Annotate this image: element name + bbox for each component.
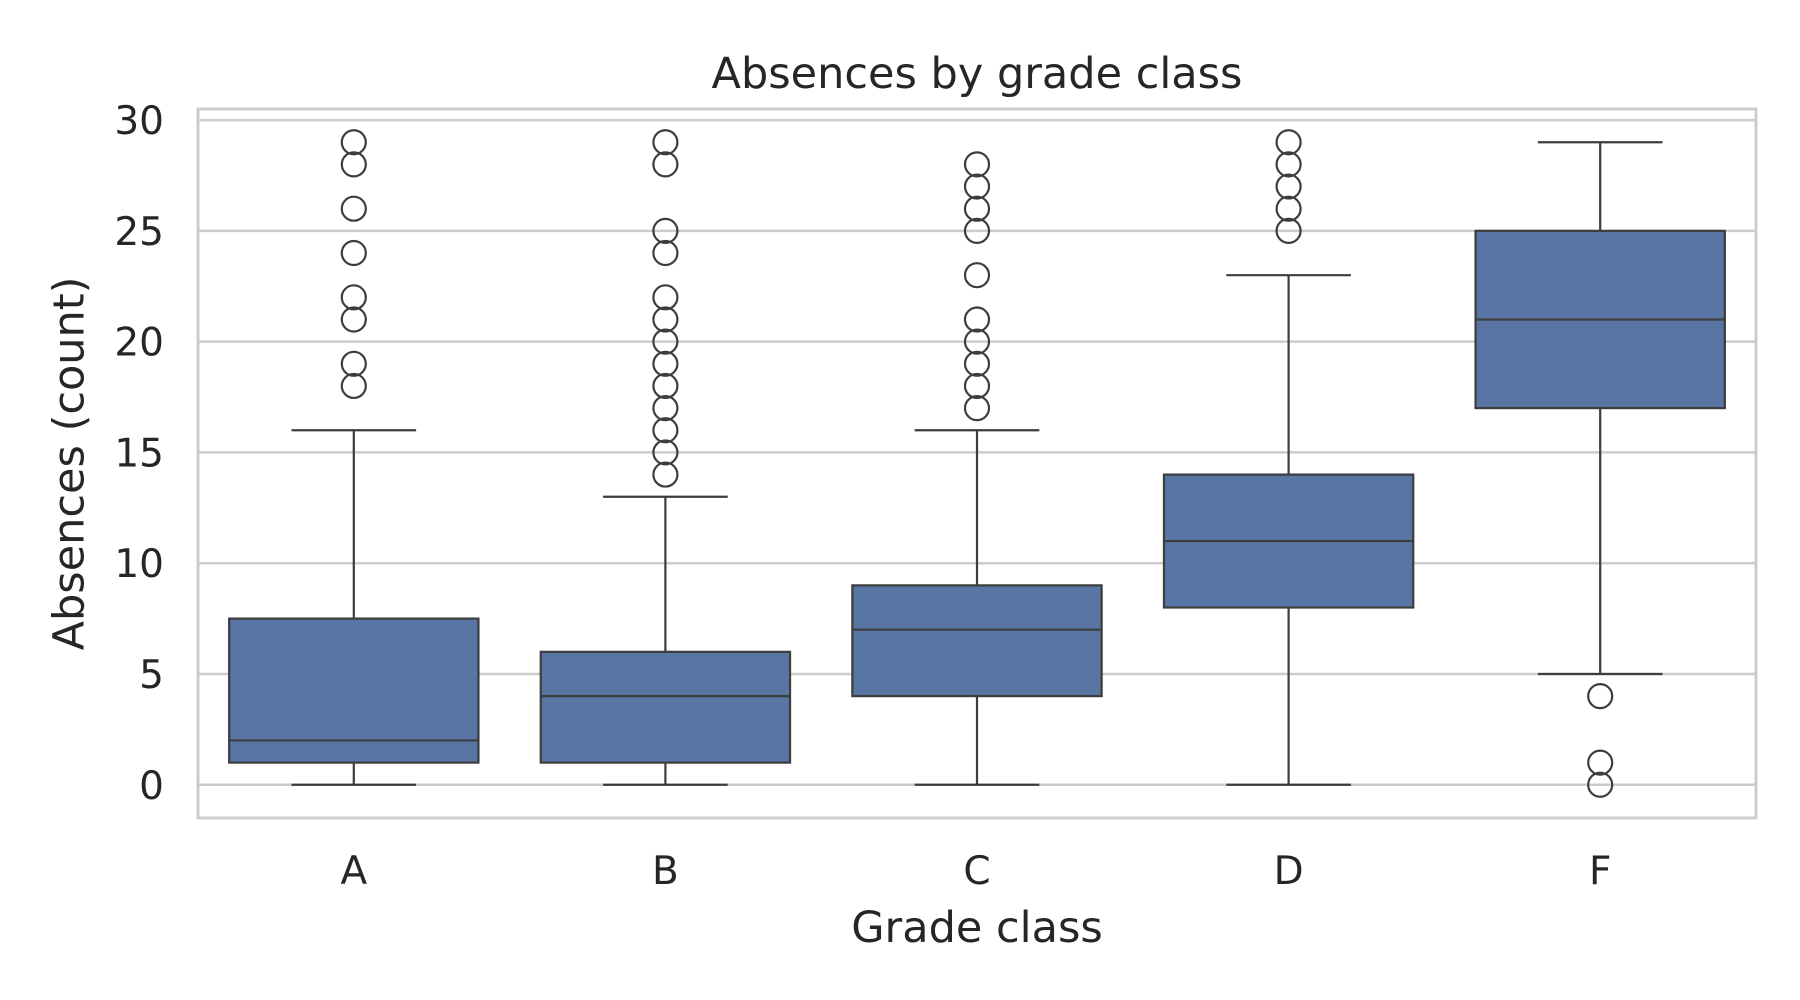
x-tick-label-A: A [340, 849, 367, 894]
outlier-point-B [652, 328, 679, 355]
chart-title: Absences by grade class [712, 49, 1243, 99]
box-group-D [1162, 129, 1415, 786]
outlier-point-C [963, 328, 991, 355]
y-axis-label: Absences (count) [45, 277, 95, 651]
y-tick-label: 5 [139, 653, 164, 698]
outlier-point-C [963, 151, 991, 178]
y-tick-label: 25 [114, 210, 164, 255]
outlier-point-B [652, 306, 679, 333]
plot-frame [196, 107, 1758, 820]
outlier-point-F [1587, 771, 1614, 798]
outlier-point-A [340, 151, 367, 178]
outlier-point-B [652, 217, 679, 244]
outlier-point-B [652, 151, 679, 178]
box-B [539, 650, 792, 764]
outlier-point-A [340, 239, 367, 267]
y-tick-label: 15 [114, 431, 164, 476]
outlier-point-A [340, 372, 367, 400]
tick-labels: 0 5 10 15 20 25 30 A B C D F [114, 99, 1611, 894]
outlier-point-A [340, 350, 367, 377]
outlier-point-A [340, 129, 367, 156]
outlier-point-B [652, 417, 679, 444]
outlier-point-B [652, 284, 679, 311]
outlier-point-C [963, 395, 991, 422]
outlier-point-C [963, 173, 991, 200]
outlier-point-D [1275, 195, 1302, 222]
x-tick-label-C: C [963, 849, 990, 894]
outlier-point-F [1587, 683, 1614, 710]
outlier-point-D [1275, 151, 1302, 178]
y-tick-label: 10 [114, 542, 164, 587]
outlier-point-B [652, 350, 679, 377]
outlier-point-C [963, 372, 991, 400]
x-tick-label-B: B [652, 849, 679, 894]
box-A [228, 617, 480, 764]
box-group-B [539, 129, 792, 786]
outlier-point-B [652, 239, 679, 267]
outlier-point-B [652, 395, 679, 422]
outlier-point-C [963, 262, 991, 289]
y-tick-label: 20 [114, 321, 164, 366]
y-tick-label: 0 [139, 764, 164, 809]
outlier-point-C [963, 217, 991, 244]
outlier-point-B [652, 439, 679, 466]
outlier-point-A [340, 284, 367, 311]
outlier-point-C [963, 195, 991, 222]
outlier-point-B [652, 129, 679, 156]
x-tick-label-F: F [1589, 849, 1611, 894]
outlier-point-B [652, 372, 679, 400]
outlier-point-C [963, 350, 991, 377]
outlier-point-A [340, 306, 367, 333]
x-tick-label-D: D [1274, 849, 1304, 894]
x-axis-label: Grade class [851, 903, 1103, 953]
outlier-point-D [1275, 129, 1302, 156]
outlier-point-A [340, 195, 367, 222]
outlier-point-F [1587, 749, 1614, 776]
box-C [851, 584, 1103, 698]
outlier-point-D [1275, 217, 1302, 244]
boxes [228, 129, 1726, 798]
outlier-point-B [652, 461, 679, 488]
box-group-A [228, 129, 480, 786]
outlier-point-D [1275, 173, 1302, 200]
box-group-C [851, 151, 1103, 786]
outlier-point-C [963, 306, 991, 333]
box-group-F [1474, 141, 1726, 798]
y-tick-label: 30 [114, 99, 164, 144]
